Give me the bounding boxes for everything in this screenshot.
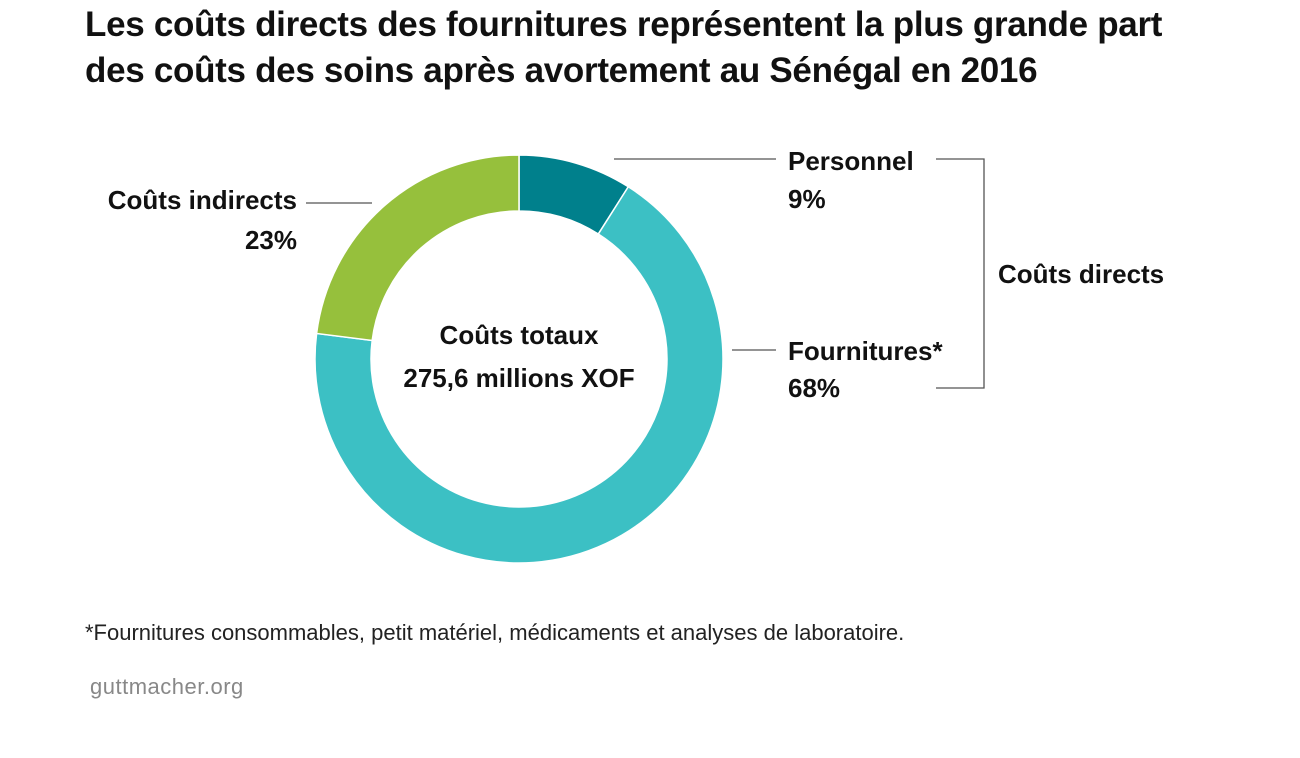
chart-title: Les coûts directs des fournitures représ…	[85, 2, 1265, 94]
chart-title-line-2: des coûts des soins après avortement au …	[85, 51, 1038, 90]
footnote: *Fournitures consommables, petit matérie…	[85, 620, 905, 645]
slice-label-personnel: Personnel	[788, 146, 914, 176]
direct-costs-bracket	[936, 158, 985, 389]
slice-value-fournitures: 68%	[788, 373, 840, 403]
slice-label-indirects: Coûts indirects	[108, 185, 297, 215]
donut-chart: Coûts totaux 275,6 millions XOF Personne…	[108, 146, 1164, 564]
direct-costs-label: Coûts directs	[998, 259, 1164, 289]
chart-title-line-1: Les coûts directs des fournitures représ…	[85, 5, 1163, 44]
source-credit: guttmacher.org	[90, 674, 244, 699]
slice-value-personnel: 9%	[788, 184, 826, 214]
center-total-value: 275,6 millions XOF	[403, 363, 634, 393]
slice-couts-indirects	[315, 154, 520, 342]
donut-slices	[314, 154, 724, 564]
center-total-label: Coûts totaux	[440, 320, 599, 350]
slice-label-fournitures: Fournitures*	[788, 336, 943, 366]
slice-value-indirects: 23%	[245, 225, 297, 255]
slice-fournitures	[314, 185, 724, 564]
